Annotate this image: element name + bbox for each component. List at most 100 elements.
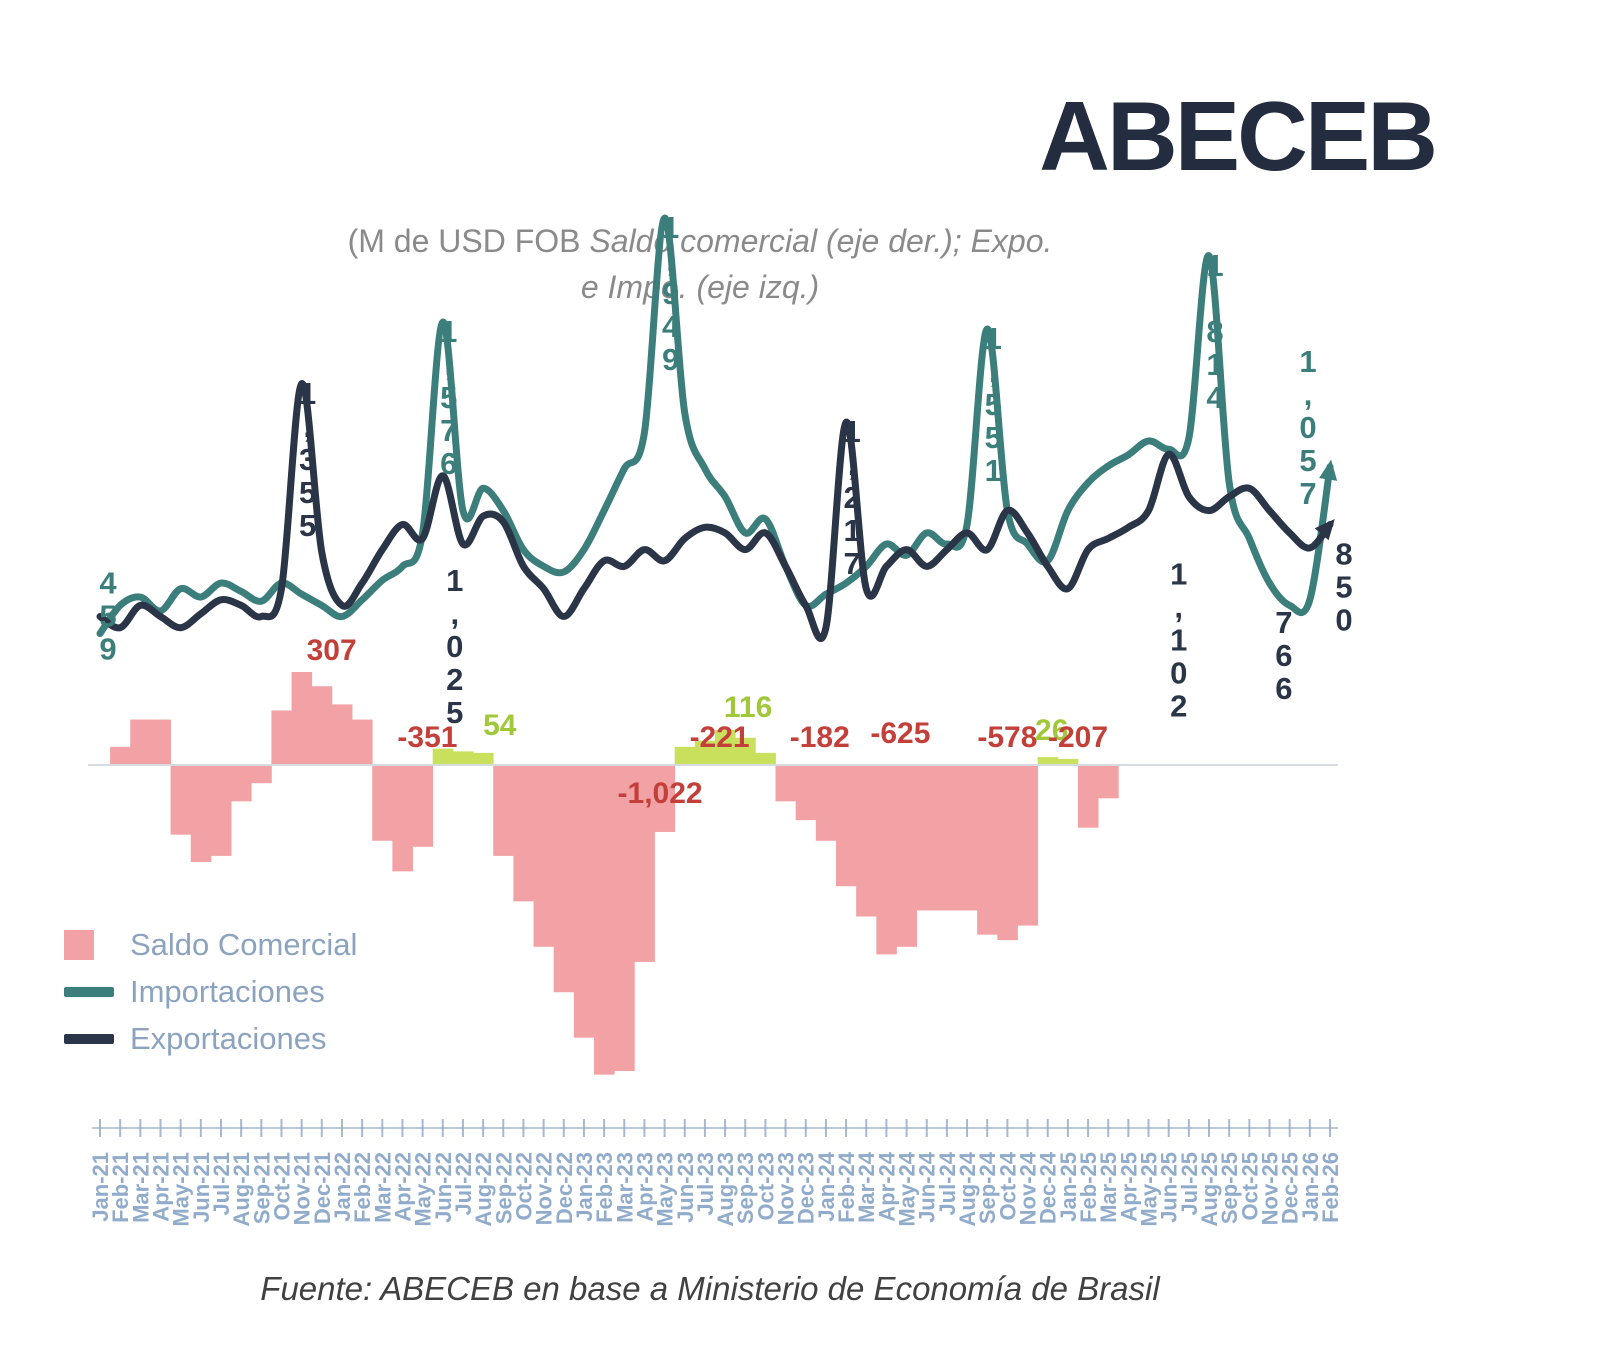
x-axis-month-label: Oct-25 [1237, 1152, 1262, 1220]
legend-label-importaciones: Importaciones [130, 974, 325, 1009]
x-axis-month-label: Feb-25 [1076, 1152, 1101, 1223]
x-axis-month-label: Feb-22 [350, 1152, 375, 1223]
x-axis-month-label: May-24 [895, 1151, 920, 1226]
x-axis-month-label: Jun-24 [915, 1151, 940, 1223]
bar-label: -578 [977, 721, 1037, 754]
bar-label: -221 [690, 721, 750, 754]
x-axis-month-label: Sep-21 [249, 1152, 274, 1224]
x-axis-month-label: Dec-25 [1278, 1152, 1303, 1224]
x-axis-month-label: May-21 [169, 1152, 194, 1227]
importaciones-line-swatch-icon [64, 987, 114, 997]
x-axis-month-label: Jul-22 [451, 1152, 476, 1216]
bar-label: -182 [790, 721, 850, 754]
legend-swatch-wrap [64, 930, 130, 960]
legend-label-exportaciones: Exportaciones [130, 1021, 327, 1056]
abeceb-logo: ABECEB [1039, 81, 1438, 191]
x-axis-month-label: Jun-22 [431, 1152, 456, 1223]
x-axis-month-label: Jan-23 [572, 1152, 597, 1222]
x-axis-month-label: Feb-21 [108, 1152, 133, 1223]
x-axis-month-label: Sep-22 [491, 1152, 516, 1224]
x-axis-month-label: May-23 [653, 1152, 678, 1227]
x-axis-month-label: Jul-24 [935, 1151, 960, 1215]
x-axis-month-label: Apr-21 [148, 1152, 173, 1222]
x-axis-month-label: Nov-25 [1258, 1152, 1283, 1225]
x-axis-month-label: Apr-23 [632, 1152, 657, 1222]
exportaciones-line-swatch-icon [64, 1034, 114, 1044]
x-axis-month-label: Dec-22 [552, 1152, 577, 1224]
x-axis-month-label: Jul-21 [209, 1152, 234, 1216]
chart-title-prefix: (M de USD FOB [347, 223, 590, 259]
x-axis-month-label: Mar-22 [370, 1152, 395, 1223]
x-axis-month-label: Feb-23 [592, 1152, 617, 1223]
x-axis-month-label: Aug-24 [955, 1151, 980, 1226]
bar-label: 26 [1035, 714, 1068, 747]
bar-label: 307 [307, 634, 357, 667]
legend-label-saldo: Saldo Comercial [130, 927, 358, 962]
source-note: Fuente: ABECEB en base a Ministerio de E… [260, 1270, 1160, 1307]
line-exportaciones [96, 380, 1335, 642]
x-axis-month-label: Apr-24 [874, 1151, 899, 1221]
x-axis-month-label: Jan-24 [814, 1151, 839, 1221]
x-axis-month-label: Mar-23 [612, 1152, 637, 1223]
bar-label: -351 [397, 721, 457, 754]
x-axis-month-label: Nov-24 [1016, 1151, 1041, 1225]
x-axis-month-label: Mar-21 [128, 1152, 153, 1223]
x-axis-month-label: Sep-24 [975, 1151, 1000, 1224]
x-axis-month-label: Sep-23 [733, 1152, 758, 1224]
x-axis-month-label: Mar-24 [854, 1151, 879, 1223]
x-axis-month-label: Oct-21 [269, 1152, 294, 1220]
x-axis-month-label: Oct-22 [511, 1152, 536, 1220]
x-axis-month-label: Oct-23 [753, 1152, 778, 1220]
x-axis-month-label: Feb-26 [1318, 1152, 1343, 1223]
x-axis-month-label: Oct-24 [995, 1151, 1020, 1220]
bar-label: 116 [724, 691, 772, 724]
x-axis-month-label: Jan-22 [330, 1152, 355, 1222]
x-axis-month-label: Jan-21 [88, 1152, 113, 1222]
x-axis-month-label: Nov-21 [290, 1152, 315, 1225]
legend-item-exportaciones: Exportaciones [64, 1020, 357, 1058]
x-axis-month-label: Jun-23 [673, 1152, 698, 1223]
x-axis-month-label: Nov-23 [774, 1152, 799, 1225]
x-axis-month-label: Jun-25 [1157, 1152, 1182, 1223]
x-axis-month-label: Mar-25 [1096, 1152, 1121, 1223]
x-axis-month-label: Aug-23 [713, 1152, 738, 1227]
x-axis-month-label: Dec-21 [310, 1152, 335, 1224]
x-axis-month-label: Dec-24 [1036, 1151, 1061, 1224]
x-axis-month-label: Jul-23 [693, 1152, 718, 1216]
x-axis-month-label: Feb-24 [834, 1151, 859, 1223]
x-axis-month-label: Jun-21 [189, 1152, 214, 1223]
bar-label: 54 [483, 709, 517, 742]
line-importaciones [96, 214, 1338, 638]
x-axis-month-label: Dec-23 [794, 1152, 819, 1224]
legend: Saldo Comercial Importaciones Exportacio… [64, 926, 357, 1058]
bar-label: -625 [870, 717, 930, 750]
legend-item-saldo-comercial: Saldo Comercial [64, 926, 357, 964]
saldo-comercial-swatch-icon [64, 930, 94, 960]
x-axis-month-label: Aug-21 [229, 1152, 254, 1227]
bar-label: -207 [1048, 721, 1108, 754]
saldo-bars [110, 671, 1119, 1075]
x-axis-month-label: Jan-26 [1298, 1152, 1323, 1222]
legend-item-importaciones: Importaciones [64, 973, 357, 1011]
legend-swatch-wrap [64, 1034, 130, 1044]
x-axis-month-label: May-25 [1137, 1152, 1162, 1227]
x-axis-month-label: Apr-25 [1116, 1152, 1141, 1222]
x-axis-month-label: Aug-25 [1197, 1152, 1222, 1227]
x-axis-month-label: Aug-22 [471, 1152, 496, 1227]
x-axis-month-label: Jul-25 [1177, 1152, 1202, 1216]
x-axis-month-label: Jan-25 [1056, 1152, 1081, 1222]
